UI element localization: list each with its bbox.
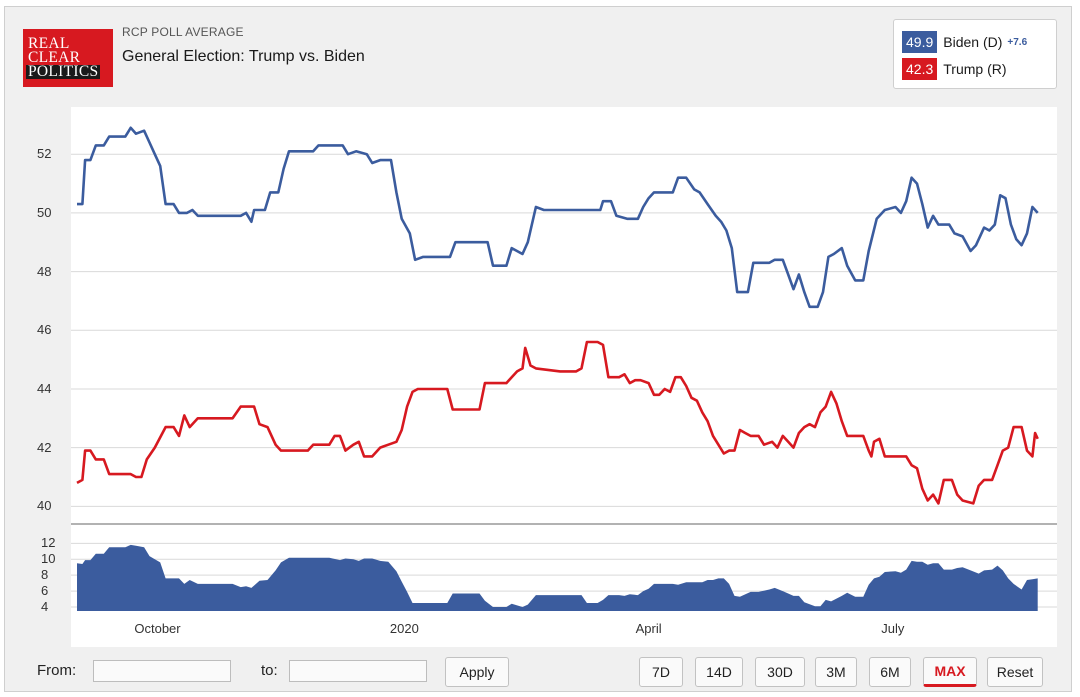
y-tick-label: 50	[37, 204, 52, 220]
widget-header: REAL CLEAR POLITICS RCP POLL AVERAGE Gen…	[5, 7, 1071, 102]
poll-widget: REAL CLEAR POLITICS RCP POLL AVERAGE Gen…	[4, 6, 1072, 692]
chart-area: 40 42 44 46 48 50 52 4 6 8 10 12 October 2020 April Jul…	[37, 107, 1057, 647]
to-label: to:	[261, 662, 278, 679]
range-button-3m[interactable]: 3M	[815, 657, 857, 687]
range-button-7d[interactable]: 7D	[639, 657, 683, 687]
range-button-14d[interactable]: 14D	[695, 657, 743, 687]
x-tick-label: October	[134, 621, 181, 636]
biden-series-line	[77, 126, 1039, 309]
spread-y-tick-label: 12	[41, 535, 56, 551]
y-tick-label: 40	[37, 498, 52, 514]
logo-line-1: REAL	[28, 35, 70, 52]
x-tick-label: 2020	[389, 621, 419, 636]
biden-value-badge: 49.9	[902, 31, 938, 53]
y-tick-label: 46	[37, 322, 52, 338]
from-date-input[interactable]	[93, 660, 231, 682]
spread-y-tick-label: 8	[41, 567, 49, 583]
y-tick-label: 42	[37, 439, 52, 455]
reset-button[interactable]: Reset	[987, 657, 1043, 687]
legend: 49.9 Biden (D) +7.6 42.3 Trump (R)	[893, 19, 1057, 89]
legend-row-trump: 42.3 Trump (R)	[902, 58, 1007, 80]
x-tick-label: April	[635, 621, 662, 636]
to-date-input[interactable]	[289, 660, 427, 682]
biden-name: Biden (D)	[943, 34, 1003, 50]
spread-area	[77, 544, 1038, 611]
trump-name: Trump (R)	[943, 61, 1007, 77]
legend-row-biden: 49.9 Biden (D) +7.6	[902, 31, 1027, 53]
trump-series-line	[76, 340, 1039, 505]
chart-controls: From: to: Apply 7D 14D 30D 3M 6M MAX Res…	[5, 647, 1071, 693]
range-button-max[interactable]: MAX	[923, 657, 977, 687]
trump-value-badge: 42.3	[902, 58, 938, 80]
spread-y-tick-label: 4	[41, 599, 49, 615]
rcp-logo[interactable]: REAL CLEAR POLITICS	[23, 29, 113, 87]
chart-title: General Election: Trump vs. Biden	[122, 48, 365, 65]
y-tick-label: 52	[37, 146, 52, 162]
logo-line-2: CLEAR	[28, 49, 81, 66]
poll-average-label: RCP POLL AVERAGE	[122, 25, 244, 39]
spread-y-tick-label: 6	[41, 583, 49, 599]
x-tick-label: July	[881, 621, 905, 636]
poll-chart[interactable]	[71, 107, 1057, 647]
from-label: From:	[37, 662, 77, 679]
spread-value: +7.6	[1007, 36, 1028, 48]
apply-button[interactable]: Apply	[445, 657, 509, 687]
range-button-6m[interactable]: 6M	[869, 657, 911, 687]
y-tick-label: 48	[37, 263, 52, 279]
logo-line-3: POLITICS	[26, 63, 101, 80]
range-button-30d[interactable]: 30D	[755, 657, 805, 687]
y-tick-label: 44	[37, 380, 52, 396]
spread-y-tick-label: 10	[41, 551, 56, 567]
